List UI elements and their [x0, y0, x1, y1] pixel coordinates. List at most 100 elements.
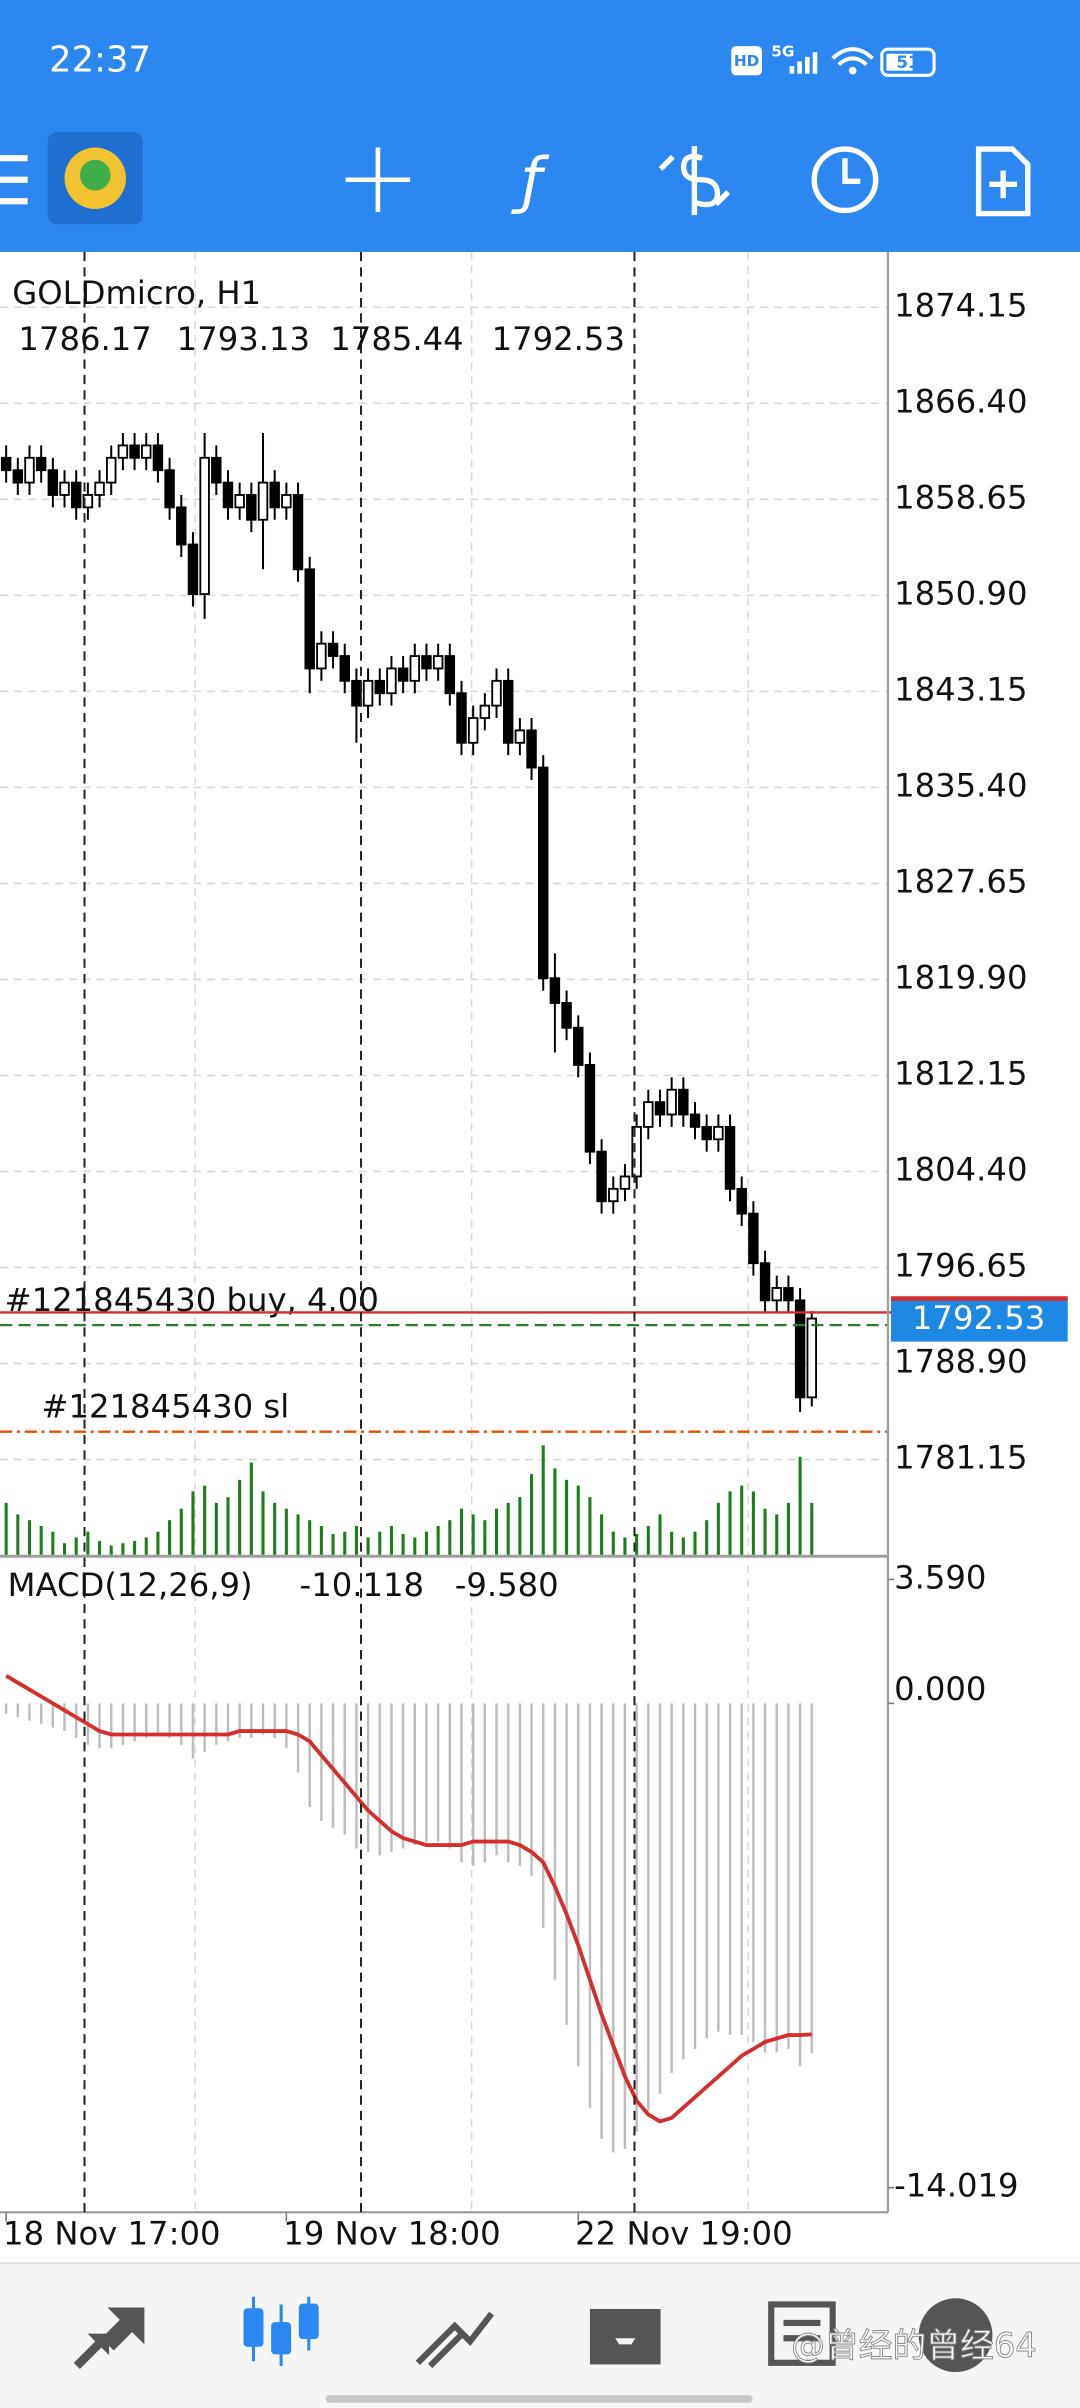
battery-level — [886, 53, 913, 71]
candle-body — [432, 655, 444, 670]
signal-line — [5, 1674, 812, 2124]
history-tab[interactable] — [589, 2309, 661, 2365]
candle-body — [561, 1002, 572, 1029]
y-tick-label: 1788.90 — [894, 1343, 1027, 1381]
candle-body — [47, 469, 59, 496]
candle-body — [59, 481, 70, 496]
candle-body — [748, 1212, 759, 1265]
battery-label: 51 — [896, 52, 919, 72]
y-tick-label: 1819.90 — [894, 958, 1027, 996]
menu-button[interactable] — [0, 155, 28, 205]
x-tick-label: 19 Nov 18:00 — [283, 2214, 500, 2252]
chat-tab[interactable] — [918, 2298, 993, 2373]
candle-body — [584, 1064, 596, 1153]
candle-body — [292, 494, 304, 571]
x-tick-label: 22 Nov 19:00 — [575, 2214, 792, 2252]
candle-body — [549, 977, 561, 1004]
candle-body — [211, 456, 222, 484]
candle-body — [94, 481, 105, 496]
candle-body — [70, 481, 82, 509]
candle-body — [0, 456, 12, 472]
y-tick-label: 1835.40 — [894, 766, 1027, 804]
y-tick-label: 1804.40 — [894, 1151, 1027, 1189]
quotes-tab[interactable] — [73, 2307, 145, 2369]
y-tick-label: 1812.15 — [894, 1054, 1027, 1092]
y-tick-label: -14.019 — [894, 2167, 1018, 2205]
candle-body — [596, 1150, 607, 1203]
trade-button[interactable] — [658, 145, 731, 216]
x-tick-label: 18 Nov 17:00 — [3, 2214, 220, 2252]
candle-body — [316, 642, 327, 670]
candle-body — [759, 1262, 771, 1302]
candle-body — [129, 444, 140, 459]
hd-label: HD — [734, 52, 760, 70]
open-label: 1786.17 — [18, 320, 151, 358]
y-tick-label: 1866.40 — [894, 382, 1027, 420]
gesture-bar — [325, 2395, 753, 2403]
candle-body — [654, 1101, 666, 1116]
logo-center — [79, 159, 111, 191]
clock-hands — [842, 158, 861, 184]
candle-body — [281, 494, 292, 509]
candle-body — [35, 456, 47, 472]
candle-body — [608, 1187, 619, 1203]
candle-body — [456, 692, 467, 744]
y-tick-label: 1827.65 — [894, 862, 1027, 900]
history-button[interactable] — [811, 146, 879, 214]
y-tick-label: 1781.15 — [894, 1439, 1027, 1477]
low-label: 1785.44 — [330, 320, 463, 358]
candle-body — [246, 494, 257, 521]
hd-icon — [731, 46, 762, 76]
candle-body — [12, 469, 24, 484]
candle-body — [141, 444, 152, 459]
candle-body — [106, 456, 117, 484]
wifi-dot — [848, 66, 857, 75]
y-tick-label: 1796.65 — [894, 1247, 1027, 1285]
macd-title: MACD(12,26,9) — [8, 1566, 253, 1604]
candle-body — [362, 679, 374, 707]
crosshair-button[interactable] — [345, 147, 411, 213]
candle-body — [619, 1175, 631, 1190]
candle-body — [724, 1125, 736, 1190]
chart-tab[interactable] — [243, 2296, 319, 2366]
battery-icon — [880, 47, 936, 77]
candle-body — [538, 766, 549, 980]
candle-body — [502, 679, 514, 744]
candle-body — [397, 667, 409, 682]
candle-body — [666, 1088, 677, 1116]
news-tab[interactable] — [768, 2301, 836, 2366]
candle-body — [234, 494, 245, 509]
candle-body — [514, 729, 526, 744]
trade-tab[interactable] — [415, 2311, 495, 2369]
candle-body — [444, 655, 456, 695]
candle-body — [806, 1317, 817, 1399]
chart-area: #121845430 buy, 4.00#121845430 sl — [0, 251, 1068, 2213]
y-tick-label: 3.590 — [894, 1558, 986, 1596]
high-label: 1793.13 — [177, 320, 310, 358]
candle-body — [339, 655, 350, 682]
candle-body — [117, 444, 129, 459]
new-order-button[interactable] — [975, 146, 1031, 217]
candle-body — [467, 717, 479, 744]
watermark: @曾经的曾经64 — [791, 2326, 1037, 2365]
network-label: 5G — [771, 43, 794, 61]
candle-body — [643, 1101, 654, 1128]
candle-body — [176, 506, 187, 546]
candle-body — [187, 543, 199, 596]
candle-body — [257, 481, 269, 521]
candle-body — [631, 1125, 642, 1178]
candle-body — [713, 1125, 724, 1141]
signal-value: -9.580 — [455, 1566, 559, 1604]
candle-body — [409, 655, 421, 682]
candle-body — [794, 1299, 806, 1399]
candle-body — [783, 1287, 794, 1302]
wifi-icon — [831, 47, 874, 67]
candle-body — [327, 642, 339, 657]
bottom-nav — [0, 2262, 1080, 2408]
candle-body — [701, 1125, 712, 1141]
status-time: 22:37 — [49, 39, 151, 80]
candle-body — [351, 679, 362, 707]
candle-body — [374, 679, 385, 695]
day-separators — [83, 251, 636, 2213]
